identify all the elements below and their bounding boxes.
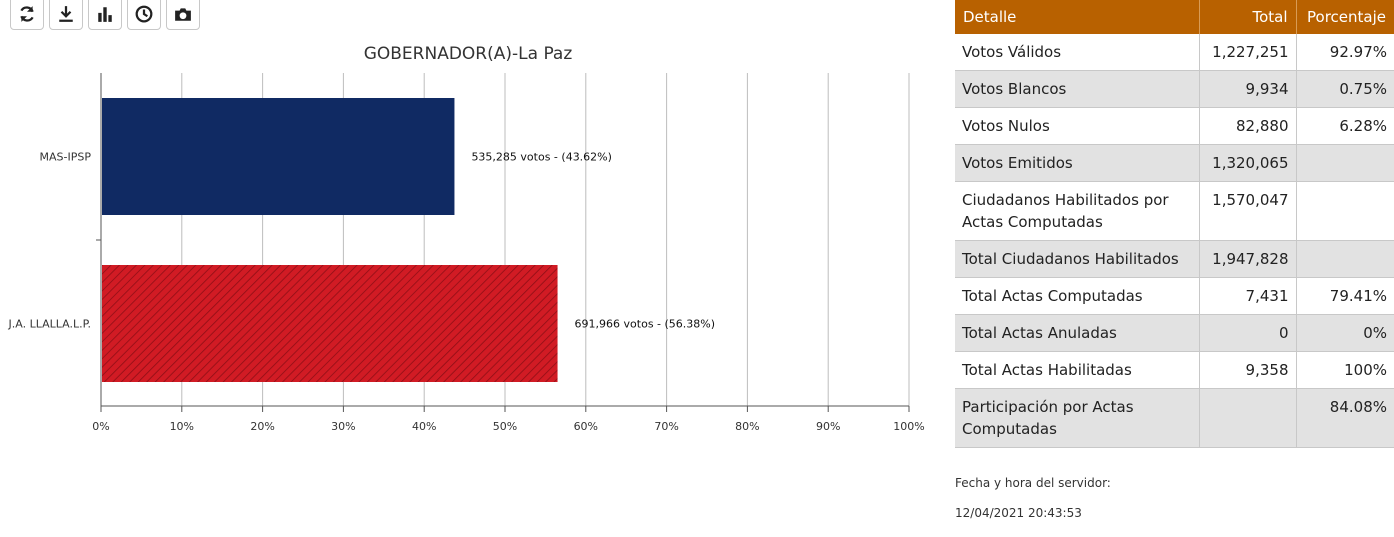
data-label: 535,285 votos - (43.62%) (471, 151, 612, 164)
chart-axes: 0% 10% 20% 30% 40% 50% 60% 70% 80% 90% 100% MAS-IPS… (8, 73, 925, 433)
cell-total (1199, 388, 1297, 448)
cell-total: 1,227,251 (1199, 34, 1297, 71)
cell-detalle: Votos Emitidos (955, 144, 1200, 182)
table-row: Ciudadanos Habilitados por Actas Computa… (955, 181, 1394, 241)
bar-2 (102, 265, 558, 382)
cell-porcentaje: 92.97% (1296, 34, 1394, 71)
cell-total: 1,947,828 (1199, 240, 1297, 278)
chart-title: GOBERNADOR(A)-La Paz (364, 44, 573, 64)
table-row: Total Ciudadanos Habilitados 1,947,828 (955, 240, 1394, 278)
x-tick-label: 100% (893, 420, 924, 433)
x-tick-label: 30% (331, 420, 355, 433)
category-label: MAS-IPSP (40, 151, 92, 164)
x-tick-label: 0% (92, 420, 109, 433)
cell-porcentaje: 6.28% (1296, 107, 1394, 145)
screenshot-button[interactable] (166, 0, 200, 30)
x-tick-label: 50% (493, 420, 517, 433)
table-row: Participación por Actas Computadas 84.08% (955, 388, 1394, 448)
download-icon (59, 6, 73, 22)
cell-detalle: Votos Blancos (955, 70, 1200, 108)
cell-detalle: Votos Válidos (955, 34, 1200, 71)
chart-toolbar (10, 0, 200, 30)
cell-porcentaje: 79.41% (1296, 277, 1394, 315)
bar-chart-icon (98, 7, 112, 22)
x-tick-label: 10% (170, 420, 194, 433)
cell-total: 1,320,065 (1199, 144, 1297, 182)
chart-bars: 535,285 votos - (43.62%) 691,966 votos - … (102, 98, 715, 382)
download-button[interactable] (49, 0, 83, 30)
chart-type-button[interactable] (88, 0, 122, 30)
bar-chart: GOBERNADOR(A)-La Paz 535,285 votos - (43… (8, 44, 925, 433)
header-detalle: Detalle (955, 0, 1200, 34)
cell-porcentaje (1296, 181, 1394, 241)
data-label: 691,966 votos - (56.38%) (575, 318, 716, 331)
refresh-button[interactable] (10, 0, 44, 30)
x-tick-label: 90% (816, 420, 840, 433)
cell-detalle: Total Ciudadanos Habilitados (955, 240, 1200, 278)
cell-total: 7,431 (1199, 277, 1297, 315)
cell-detalle: Total Actas Anuladas (955, 314, 1200, 352)
cell-detalle: Votos Nulos (955, 107, 1200, 145)
camera-icon (175, 8, 191, 21)
x-tick-label: 80% (735, 420, 759, 433)
cell-total: 0 (1199, 314, 1297, 352)
results-table: Detalle Total Porcentaje Votos Válidos 1,… (955, 0, 1394, 448)
cell-total: 1,570,047 (1199, 181, 1297, 241)
x-tick-label: 60% (574, 420, 598, 433)
history-button[interactable] (127, 0, 161, 30)
cell-total: 9,358 (1199, 351, 1297, 389)
x-tick-label: 40% (412, 420, 436, 433)
cell-porcentaje: 84.08% (1296, 388, 1394, 448)
cell-total: 9,934 (1199, 70, 1297, 108)
table-row: Votos Blancos 9,934 0.75% (955, 70, 1394, 108)
table-row: Votos Nulos 82,880 6.28% (955, 107, 1394, 145)
table-row: Votos Válidos 1,227,251 92.97% (955, 34, 1394, 71)
table-row: Votos Emitidos 1,320,065 (955, 144, 1394, 182)
x-tick-label: 20% (250, 420, 274, 433)
category-label: J.A. LLALLA.L.P. (8, 318, 91, 331)
cell-porcentaje: 100% (1296, 351, 1394, 389)
cell-porcentaje (1296, 240, 1394, 278)
table-row: Total Actas Computadas 7,431 79.41% (955, 277, 1394, 315)
server-time-label: Fecha y hora del servidor: (955, 476, 1111, 490)
table-row: Total Actas Habilitadas 9,358 100% (955, 351, 1394, 389)
clock-icon (135, 5, 153, 23)
cell-detalle: Total Actas Computadas (955, 277, 1200, 315)
cell-total: 82,880 (1199, 107, 1297, 145)
cell-porcentaje (1296, 144, 1394, 182)
cell-detalle: Participación por Actas Computadas (955, 388, 1200, 448)
cell-porcentaje: 0% (1296, 314, 1394, 352)
table-header: Detalle Total Porcentaje (955, 0, 1394, 34)
server-time-value: 12/04/2021 20:43:53 (955, 506, 1082, 520)
table-row: Total Actas Anuladas 0 0% (955, 314, 1394, 352)
header-total: Total (1199, 0, 1297, 34)
cell-detalle: Ciudadanos Habilitados por Actas Computa… (955, 181, 1200, 241)
cell-detalle: Total Actas Habilitadas (955, 351, 1200, 389)
cell-porcentaje: 0.75% (1296, 70, 1394, 108)
header-porcentaje: Porcentaje (1296, 0, 1394, 34)
refresh-icon (20, 6, 34, 22)
x-tick-label: 70% (654, 420, 678, 433)
bar-1 (102, 98, 455, 215)
